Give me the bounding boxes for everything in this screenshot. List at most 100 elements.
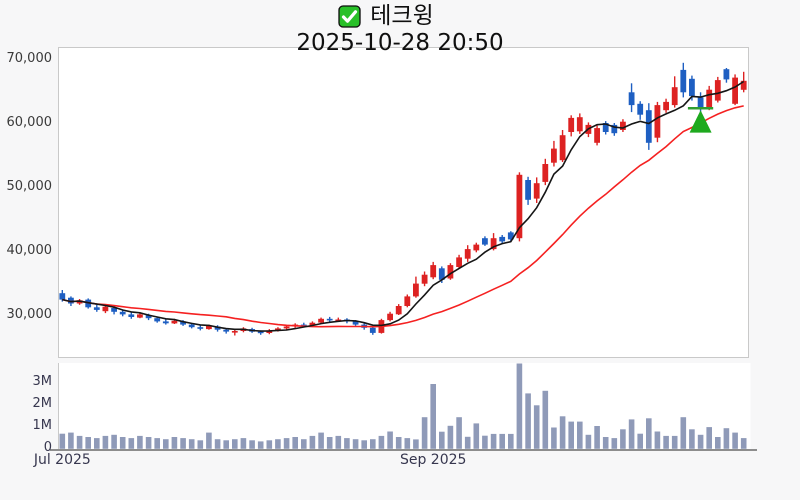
volume-bar: [275, 439, 281, 449]
up-candle-body: [516, 174, 523, 239]
green-checked-checkbox-icon: [338, 4, 361, 28]
volume-bar: [602, 437, 609, 449]
volume-bar: [430, 384, 436, 449]
volume-bar: [654, 431, 661, 449]
volume-bar: [697, 434, 704, 449]
volume-bar: [326, 437, 333, 449]
volume-bar: [740, 438, 747, 449]
volume-bar: [206, 432, 212, 449]
volume-bar: [223, 440, 229, 449]
volume-bar: [611, 438, 618, 449]
volume-bar: [715, 437, 721, 449]
down-candle-body: [197, 327, 204, 329]
volume-bar: [137, 435, 143, 449]
volume-bar: [68, 432, 74, 449]
down-candle-body: [637, 103, 644, 115]
volume-bar: [499, 433, 505, 449]
down-candle-body: [59, 293, 66, 300]
up-candle-body: [542, 164, 549, 182]
volume-bar: [404, 438, 411, 449]
volume-bar: [559, 416, 566, 449]
up-candle-body: [395, 306, 402, 315]
volume-bar: [344, 438, 350, 449]
volume-bar: [473, 423, 480, 449]
volume-bar: [464, 436, 471, 449]
up-candle-body: [137, 314, 143, 318]
volume-bar: [197, 440, 204, 449]
ma-long-line: [62, 105, 744, 328]
volume-bar: [232, 439, 238, 449]
down-candle-body: [628, 92, 635, 106]
volume-bar: [620, 429, 626, 449]
volume-bar: [102, 435, 109, 449]
up-candle-body: [620, 121, 626, 130]
volume-bar: [637, 433, 643, 449]
up-candle-body: [206, 325, 212, 330]
volume-bar: [301, 439, 307, 449]
volume-bar: [266, 440, 273, 449]
volume-bar: [689, 429, 695, 449]
x-axis-label: Sep 2025: [399, 452, 467, 468]
volume-bar: [361, 440, 367, 449]
down-candle-body: [180, 321, 186, 325]
down-candle-body: [645, 110, 652, 143]
down-candle-body: [68, 297, 74, 304]
down-candle-body: [369, 327, 376, 333]
down-candle-body: [697, 97, 704, 109]
down-candle-body: [93, 307, 100, 310]
volume-bar: [145, 437, 152, 449]
up-candle-body: [335, 319, 342, 322]
down-candle-body: [119, 311, 126, 315]
up-candle-body: [594, 128, 600, 143]
price-axis-label: 50,000: [6, 179, 53, 194]
volume-bar: [378, 435, 385, 449]
up-candle-body: [551, 148, 557, 163]
volume-axis-label: 3M: [32, 374, 53, 389]
volume-bar: [59, 433, 66, 449]
down-candle-body: [602, 123, 609, 132]
volume-bar: [335, 435, 342, 449]
volume-bar: [706, 427, 712, 449]
volume-bar: [577, 421, 583, 449]
down-candle-body: [482, 238, 488, 245]
volume-bar: [551, 427, 557, 449]
volume-bar: [119, 437, 126, 449]
triangle-up-icon: [689, 110, 712, 133]
volume-bar: [646, 418, 652, 449]
up-candle-body: [654, 105, 661, 138]
x-axis-label: Jul 2025: [33, 452, 91, 468]
volume-bar: [568, 421, 574, 449]
up-candle-body: [464, 249, 471, 259]
up-candle-body: [663, 101, 669, 111]
volume-bar: [680, 417, 687, 449]
volume-bar: [628, 419, 635, 449]
volume-bar: [240, 438, 247, 449]
volume-bar: [456, 417, 462, 449]
volume-bar: [163, 439, 169, 449]
up-candle-body: [447, 265, 454, 279]
price-axis-label: 70,000: [6, 51, 53, 66]
volume-panel: [58, 363, 751, 450]
down-candle-body: [499, 236, 506, 242]
down-candle-body: [214, 326, 221, 330]
volume-bar: [309, 435, 316, 449]
volume-bar: [76, 435, 83, 449]
down-candle-body: [680, 69, 687, 93]
down-candle-body: [438, 268, 445, 280]
down-candle-body: [128, 314, 135, 317]
down-candle-body: [162, 321, 169, 324]
up-candle-body: [318, 318, 324, 323]
down-candle-body: [326, 318, 333, 321]
up-candle-body: [283, 326, 290, 329]
volume-axis-label: 0: [43, 440, 52, 455]
down-candle-body: [689, 78, 695, 97]
up-candle-body: [576, 117, 583, 132]
volume-bar: [214, 439, 221, 449]
up-candle-body: [309, 322, 316, 326]
volume-bar: [283, 438, 290, 449]
up-candle-body: [732, 77, 738, 104]
volume-bar: [413, 439, 419, 449]
down-candle-body: [154, 318, 161, 322]
up-candle-body: [714, 80, 721, 101]
